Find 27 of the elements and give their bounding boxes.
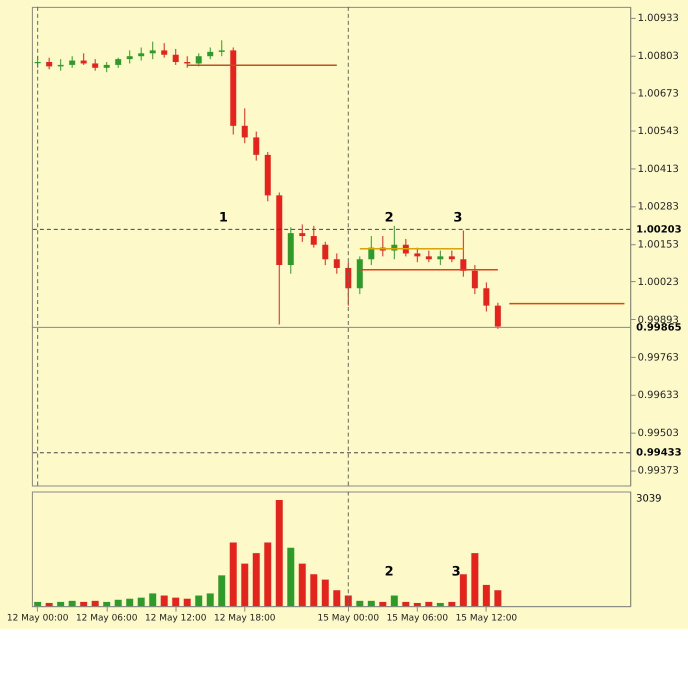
y-tick-label: 1.00803 (638, 50, 679, 62)
y-tick-label: 1.00933 (638, 13, 679, 24)
x-tick-label: 12 May 06:00 (76, 614, 138, 624)
y-tick-label: 1.00153 (638, 239, 679, 250)
y-tick-label: 0.99373 (638, 466, 679, 477)
annotation: 2 (384, 210, 394, 226)
y-tick-label: 0.99503 (638, 428, 679, 439)
x-tick-label: 12 May 18:00 (214, 614, 276, 624)
x-tick-label: 12 May 12:00 (144, 614, 207, 624)
annotation: 2 (384, 564, 394, 580)
ref-line-label: 1.00203 (636, 224, 682, 236)
x-tick-label: 15 May 06:00 (386, 614, 448, 624)
x-tick-label: 15 May 12:00 (456, 614, 518, 624)
text: 3039 (636, 493, 662, 504)
ref-line-label: 0.99433 (636, 448, 682, 459)
y-tick-label: 1.00023 (638, 277, 679, 288)
x-tick-label: 12 May 00:00 (6, 614, 69, 624)
y-tick-label: 1.00543 (638, 126, 679, 138)
annotation: 1 (218, 210, 228, 226)
y-tick-label: 1.00413 (638, 164, 679, 175)
annotation: 3 (453, 210, 462, 226)
y-tick-label: 1.00673 (638, 88, 679, 100)
annotation: 3 (452, 564, 461, 580)
y-tick-label: 1.00283 (638, 202, 679, 213)
y-tick-label: 0.99633 (638, 390, 679, 402)
x-tick-label: 15 May 00:00 (318, 614, 380, 624)
y-tick-label: 0.99763 (638, 352, 679, 364)
